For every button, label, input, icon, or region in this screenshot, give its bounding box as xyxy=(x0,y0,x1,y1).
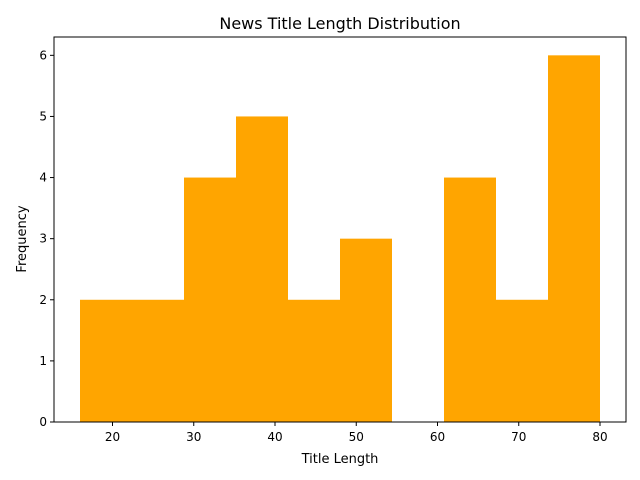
plot-area-border xyxy=(53,36,627,423)
histogram-bar xyxy=(132,299,184,422)
axes-frame xyxy=(53,36,627,423)
x-tick-label: 20 xyxy=(105,430,120,444)
x-ticks: 20 30 40 50 60 70 80 xyxy=(105,422,608,444)
x-tick-label: 70 xyxy=(511,430,526,444)
histogram-bar xyxy=(288,299,340,422)
x-tick-label: 40 xyxy=(267,430,282,444)
y-tick-label: 4 xyxy=(39,171,47,185)
histogram-bar xyxy=(548,55,600,422)
x-tick-label: 80 xyxy=(592,430,607,444)
histogram-bar xyxy=(496,299,548,422)
histogram-bar xyxy=(184,177,236,422)
y-tick-label: 2 xyxy=(39,293,47,307)
y-axis-label: Frequency xyxy=(15,205,30,272)
x-tick-label: 50 xyxy=(349,430,364,444)
y-tick-label: 0 xyxy=(39,415,47,429)
x-tick-label: 60 xyxy=(430,430,445,444)
histogram-bar xyxy=(444,177,496,422)
x-axis-label: Title Length xyxy=(301,452,379,467)
y-tick-label: 1 xyxy=(39,354,47,368)
bars-group xyxy=(80,55,600,422)
histogram-bar xyxy=(340,238,392,422)
y-tick-label: 6 xyxy=(39,48,47,62)
y-ticks: 0 1 2 3 4 5 6 xyxy=(39,48,54,429)
y-tick-label: 5 xyxy=(39,109,47,123)
y-tick-label: 3 xyxy=(39,232,47,246)
chart-title: News Title Length Distribution xyxy=(219,14,460,33)
x-tick-label: 30 xyxy=(186,430,201,444)
histogram-bar xyxy=(80,299,132,422)
histogram-bar xyxy=(236,116,288,422)
